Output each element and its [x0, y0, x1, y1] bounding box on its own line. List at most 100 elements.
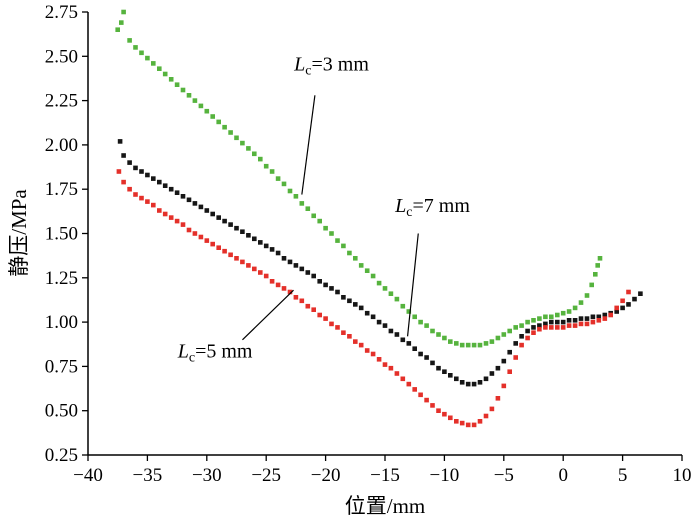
- data-marker: [489, 371, 495, 376]
- data-marker: [382, 286, 388, 291]
- data-marker: [145, 55, 150, 61]
- data-marker: [394, 371, 400, 376]
- data-marker: [210, 114, 215, 119]
- data-marker: [560, 325, 566, 330]
- data-marker: [560, 310, 566, 316]
- data-marker: [406, 341, 412, 346]
- y-axis-label: 静压/MPa: [7, 189, 31, 277]
- data-marker: [572, 323, 578, 328]
- data-marker: [222, 248, 227, 254]
- data-marker: [347, 250, 352, 256]
- data-marker: [293, 263, 299, 268]
- y-tick-label: 2.25: [45, 91, 78, 112]
- data-marker: [317, 218, 322, 224]
- data-marker: [258, 240, 263, 245]
- data-marker: [275, 250, 281, 256]
- data-marker: [412, 387, 417, 392]
- data-marker: [269, 247, 275, 252]
- data-marker: [555, 319, 560, 325]
- data-marker: [353, 339, 358, 344]
- data-marker: [620, 298, 625, 304]
- data-marker: [240, 229, 245, 234]
- data-marker: [525, 328, 530, 334]
- data-marker: [121, 179, 126, 185]
- data-marker: [593, 272, 598, 277]
- data-marker: [602, 316, 608, 321]
- data-marker: [531, 318, 536, 323]
- data-marker: [121, 9, 126, 15]
- data-marker: [198, 204, 204, 210]
- data-marker: [186, 93, 192, 98]
- data-marker: [252, 266, 257, 272]
- data-marker: [275, 176, 281, 181]
- data-marker: [180, 222, 186, 227]
- data-marker: [323, 316, 328, 321]
- data-marker: [549, 319, 554, 325]
- data-marker: [578, 316, 584, 321]
- data-marker: [388, 328, 394, 334]
- data-marker: [335, 238, 340, 243]
- data-marker: [341, 295, 346, 300]
- y-tick-label: 0.25: [45, 445, 78, 466]
- data-marker: [477, 380, 483, 385]
- data-marker: [240, 140, 245, 146]
- data-series: [115, 9, 643, 428]
- data-marker: [513, 325, 518, 330]
- data-marker: [584, 293, 590, 298]
- data-marker: [459, 342, 465, 348]
- data-marker: [192, 201, 198, 206]
- data-marker: [370, 273, 376, 279]
- data-marker: [258, 156, 263, 162]
- data-marker: [578, 321, 584, 327]
- data-marker: [519, 342, 524, 348]
- data-marker: [448, 415, 453, 421]
- data-marker: [376, 280, 382, 286]
- data-marker: [364, 268, 370, 273]
- data-marker: [353, 256, 358, 261]
- data-marker: [608, 312, 613, 318]
- data-marker: [311, 273, 316, 279]
- y-tick-label: 0.75: [45, 356, 78, 377]
- data-marker: [151, 176, 156, 181]
- data-marker: [115, 27, 120, 32]
- series-annotation-label: Lc=3 mm: [293, 53, 369, 78]
- data-marker: [157, 179, 162, 185]
- data-marker: [119, 20, 124, 25]
- data-marker: [157, 66, 162, 71]
- data-marker: [157, 208, 162, 213]
- data-marker: [216, 245, 221, 250]
- data-marker: [406, 381, 412, 387]
- x-tick-label: −40: [73, 465, 103, 486]
- data-marker: [168, 77, 174, 82]
- data-marker: [222, 124, 227, 130]
- tick-labels: −40 −35 −30 −25 −20 −15 −10 −5 0 5 10 0.25 0.50 0.75 1…: [45, 2, 692, 486]
- data-marker: [394, 332, 400, 337]
- data-marker: [269, 169, 275, 174]
- data-marker: [204, 108, 210, 114]
- data-marker: [263, 163, 269, 169]
- tick-marks: [82, 11, 683, 461]
- data-marker: [311, 307, 316, 312]
- series-lc3: [115, 9, 603, 348]
- data-marker: [192, 231, 198, 236]
- data-marker: [560, 319, 566, 325]
- data-marker: [555, 325, 560, 330]
- data-marker: [537, 316, 542, 321]
- data-marker: [638, 291, 643, 296]
- data-marker: [589, 282, 594, 288]
- data-marker: [555, 312, 560, 318]
- data-marker: [116, 169, 122, 174]
- y-tick-label: 1.00: [45, 312, 78, 333]
- data-marker: [436, 332, 441, 337]
- data-marker: [513, 355, 518, 360]
- data-marker: [566, 318, 572, 323]
- series-lc5: [116, 169, 631, 428]
- data-marker: [376, 357, 382, 362]
- data-marker: [299, 201, 305, 206]
- data-marker: [263, 243, 269, 249]
- series-lc7: [117, 139, 643, 387]
- x-tick-label: −20: [311, 465, 341, 486]
- data-marker: [430, 360, 435, 366]
- data-marker: [388, 365, 394, 371]
